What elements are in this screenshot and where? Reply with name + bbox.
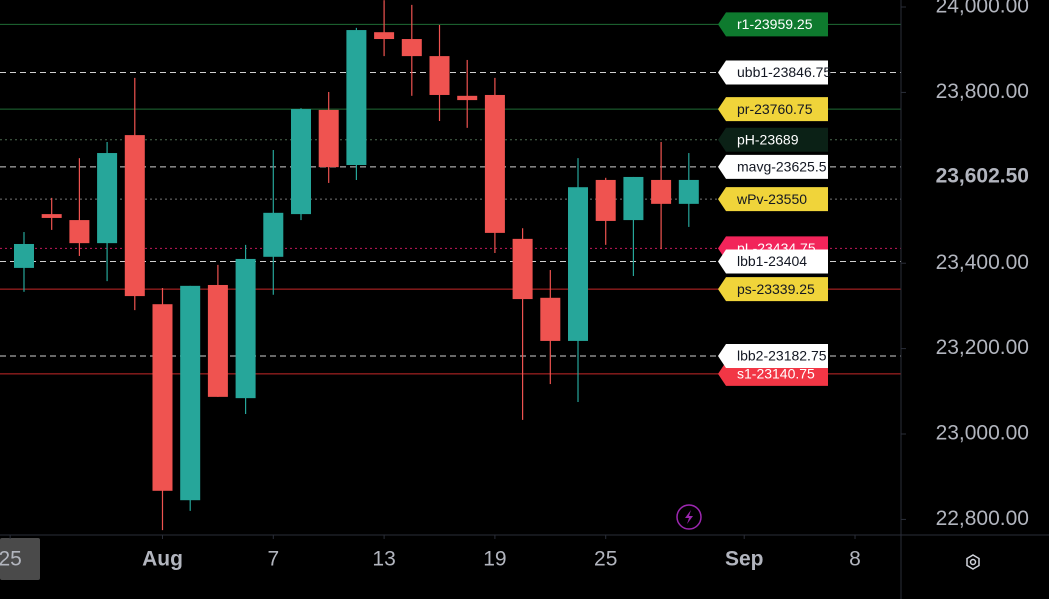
level-tag-label: ps-23339.25 [737,281,815,297]
level-tag [718,187,828,212]
candle-body [290,109,311,215]
level-tag [718,12,828,37]
candle-body [595,179,616,221]
level-tag-label: s1-23140.75 [737,366,815,382]
x-tick-label: 25 [594,548,617,571]
candle-body [401,39,422,57]
level-tag-label: wPv-23550 [736,191,807,207]
candle-body [678,179,699,204]
x-tick-label: 8 [849,548,861,571]
candle-body [13,243,34,268]
axes: 24,000.00 23,800.00 23,400.00 23,200.00 23,0… [0,0,1029,580]
plot-area: r1-23959.25 ubb1-23846.75 pr-23760.75 pH-23… [0,0,901,531]
candle-body [318,109,339,168]
y-tick-label: 23,000.00 [936,422,1029,445]
candle-body [263,212,284,257]
x-tick-label: 7 [267,548,279,571]
level-tag-label: ubb1-23846.75 [737,64,831,80]
candle-body [568,187,589,341]
candle-body [512,238,533,300]
level-tag-label: lbb1-23404 [737,253,807,269]
level-tag [718,127,828,152]
candle-body [623,176,644,221]
y-tick-label: 23,200.00 [936,336,1029,359]
x-tick-label: Sep [725,548,764,571]
current-price-label: 23,602.50 [936,164,1029,187]
candle-body [235,258,256,399]
candle-body [41,214,62,218]
level-tag-label: pH-23689 [737,132,799,148]
candle-body [429,56,450,95]
x-tick-label: 13 [372,548,395,571]
y-tick-label: 22,800.00 [936,507,1029,530]
candle-body [346,30,367,165]
candle-body [180,285,201,501]
x-tick-label: Aug [142,548,183,571]
level-tag [718,154,828,179]
candle-body [69,220,90,244]
candle-body [124,135,145,297]
x-tick-label: 19 [483,548,506,571]
level-tag [718,249,828,274]
level-tag [718,60,828,85]
candle-body [540,297,561,341]
y-tick-label: 23,800.00 [936,80,1029,103]
level-tag-label: lbb2-23182.75 [737,348,827,364]
candle-body [97,153,118,244]
candle-body [484,94,505,233]
candle-body [374,32,395,40]
settings-icon[interactable] [966,554,980,570]
candle-body [457,95,478,101]
candle-body [651,179,672,204]
y-tick-label: 24,000.00 [936,0,1029,18]
x-tick-highlight [0,538,40,580]
level-tag [718,277,828,302]
candle-body [207,284,228,397]
level-tag [718,97,828,122]
candle-body [152,304,173,491]
level-tag [718,343,828,368]
level-tag-label: pr-23760.75 [737,101,813,117]
level-tag-label: mavg-23625.5 [737,159,827,175]
lightning-icon[interactable] [676,504,702,530]
x-tick-label: 25 [0,548,22,571]
y-tick-label: 23,400.00 [936,251,1029,274]
level-tag-label: r1-23959.25 [737,16,813,32]
